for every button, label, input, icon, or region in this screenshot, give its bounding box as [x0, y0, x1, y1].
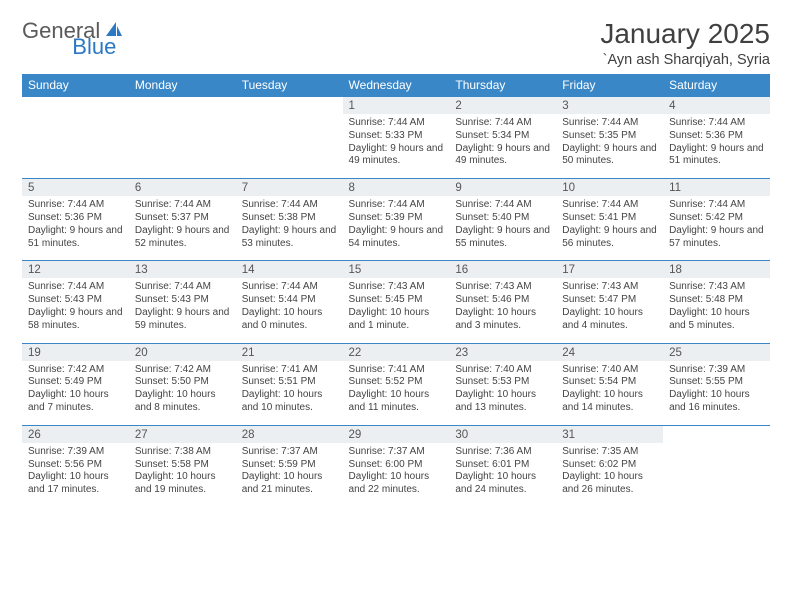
day-number-cell: 9	[449, 179, 556, 196]
day-detail-cell: Sunrise: 7:43 AMSunset: 5:47 PMDaylight:…	[556, 278, 663, 343]
day-detail-cell: Sunrise: 7:43 AMSunset: 5:48 PMDaylight:…	[663, 278, 770, 343]
day-detail-cell: Sunrise: 7:37 AMSunset: 5:59 PMDaylight:…	[236, 443, 343, 507]
day-detail-cell: Sunrise: 7:38 AMSunset: 5:58 PMDaylight:…	[129, 443, 236, 507]
day-number-row: 19202122232425	[22, 344, 770, 361]
day-detail-row: Sunrise: 7:42 AMSunset: 5:49 PMDaylight:…	[22, 361, 770, 426]
day-detail-cell	[236, 114, 343, 179]
day-number-cell: 16	[449, 261, 556, 278]
day-number-cell: 22	[343, 344, 450, 361]
day-detail-cell: Sunrise: 7:37 AMSunset: 6:00 PMDaylight:…	[343, 443, 450, 507]
dow-header: Tuesday	[236, 74, 343, 97]
day-number-cell: 24	[556, 344, 663, 361]
day-number-cell: 6	[129, 179, 236, 196]
day-detail-cell: Sunrise: 7:44 AMSunset: 5:44 PMDaylight:…	[236, 278, 343, 343]
day-number-cell	[663, 426, 770, 443]
dow-header: Saturday	[663, 74, 770, 97]
day-number-cell	[129, 97, 236, 114]
dow-header: Friday	[556, 74, 663, 97]
day-number-cell: 26	[22, 426, 129, 443]
dow-header: Wednesday	[343, 74, 450, 97]
day-number-cell: 20	[129, 344, 236, 361]
calendar-table: SundayMondayTuesdayWednesdayThursdayFrid…	[22, 74, 770, 507]
day-detail-cell: Sunrise: 7:39 AMSunset: 5:56 PMDaylight:…	[22, 443, 129, 507]
dow-header: Sunday	[22, 74, 129, 97]
day-number-cell: 3	[556, 97, 663, 114]
day-detail-cell: Sunrise: 7:35 AMSunset: 6:02 PMDaylight:…	[556, 443, 663, 507]
day-number-cell: 23	[449, 344, 556, 361]
day-detail-cell: Sunrise: 7:44 AMSunset: 5:36 PMDaylight:…	[22, 196, 129, 261]
day-detail-cell: Sunrise: 7:44 AMSunset: 5:34 PMDaylight:…	[449, 114, 556, 179]
day-detail-row: Sunrise: 7:44 AMSunset: 5:36 PMDaylight:…	[22, 196, 770, 261]
day-detail-cell: Sunrise: 7:42 AMSunset: 5:49 PMDaylight:…	[22, 361, 129, 426]
day-detail-cell: Sunrise: 7:44 AMSunset: 5:33 PMDaylight:…	[343, 114, 450, 179]
day-number-cell: 19	[22, 344, 129, 361]
day-detail-cell: Sunrise: 7:40 AMSunset: 5:54 PMDaylight:…	[556, 361, 663, 426]
day-detail-cell: Sunrise: 7:44 AMSunset: 5:43 PMDaylight:…	[22, 278, 129, 343]
day-number-cell: 27	[129, 426, 236, 443]
day-detail-cell: Sunrise: 7:42 AMSunset: 5:50 PMDaylight:…	[129, 361, 236, 426]
logo: General Blue	[22, 18, 172, 44]
header: General Blue January 2025 `Ayn ash Sharq…	[22, 18, 770, 68]
day-of-week-row: SundayMondayTuesdayWednesdayThursdayFrid…	[22, 74, 770, 97]
day-number-cell: 12	[22, 261, 129, 278]
day-detail-cell: Sunrise: 7:44 AMSunset: 5:40 PMDaylight:…	[449, 196, 556, 261]
day-number-row: 262728293031	[22, 426, 770, 443]
day-detail-row: Sunrise: 7:44 AMSunset: 5:43 PMDaylight:…	[22, 278, 770, 343]
day-detail-cell	[663, 443, 770, 507]
day-detail-cell: Sunrise: 7:44 AMSunset: 5:43 PMDaylight:…	[129, 278, 236, 343]
day-number-row: 1234	[22, 97, 770, 114]
day-detail-cell: Sunrise: 7:44 AMSunset: 5:41 PMDaylight:…	[556, 196, 663, 261]
day-number-cell	[22, 97, 129, 114]
day-detail-cell: Sunrise: 7:44 AMSunset: 5:38 PMDaylight:…	[236, 196, 343, 261]
day-number-cell: 11	[663, 179, 770, 196]
day-number-cell: 31	[556, 426, 663, 443]
day-number-cell: 7	[236, 179, 343, 196]
logo-text-blue: Blue	[72, 34, 116, 60]
dow-header: Monday	[129, 74, 236, 97]
day-number-cell: 13	[129, 261, 236, 278]
day-number-cell	[236, 97, 343, 114]
day-detail-cell: Sunrise: 7:40 AMSunset: 5:53 PMDaylight:…	[449, 361, 556, 426]
day-number-cell: 2	[449, 97, 556, 114]
day-detail-cell: Sunrise: 7:36 AMSunset: 6:01 PMDaylight:…	[449, 443, 556, 507]
day-number-cell: 18	[663, 261, 770, 278]
day-detail-row: Sunrise: 7:44 AMSunset: 5:33 PMDaylight:…	[22, 114, 770, 179]
day-number-cell: 8	[343, 179, 450, 196]
day-detail-row: Sunrise: 7:39 AMSunset: 5:56 PMDaylight:…	[22, 443, 770, 507]
day-number-row: 12131415161718	[22, 261, 770, 278]
day-number-cell: 5	[22, 179, 129, 196]
day-number-cell: 21	[236, 344, 343, 361]
day-detail-cell: Sunrise: 7:44 AMSunset: 5:42 PMDaylight:…	[663, 196, 770, 261]
month-title: January 2025	[600, 18, 770, 50]
day-detail-cell: Sunrise: 7:44 AMSunset: 5:36 PMDaylight:…	[663, 114, 770, 179]
day-detail-cell	[22, 114, 129, 179]
day-number-cell: 30	[449, 426, 556, 443]
day-number-cell: 10	[556, 179, 663, 196]
day-number-cell: 25	[663, 344, 770, 361]
day-detail-cell: Sunrise: 7:43 AMSunset: 5:46 PMDaylight:…	[449, 278, 556, 343]
day-number-cell: 17	[556, 261, 663, 278]
day-number-cell: 15	[343, 261, 450, 278]
title-block: January 2025 `Ayn ash Sharqiyah, Syria	[600, 18, 770, 68]
day-number-cell: 4	[663, 97, 770, 114]
day-number-row: 567891011	[22, 179, 770, 196]
day-number-cell: 1	[343, 97, 450, 114]
day-number-cell: 29	[343, 426, 450, 443]
day-number-cell: 28	[236, 426, 343, 443]
day-detail-cell: Sunrise: 7:44 AMSunset: 5:35 PMDaylight:…	[556, 114, 663, 179]
day-number-cell: 14	[236, 261, 343, 278]
day-detail-cell: Sunrise: 7:39 AMSunset: 5:55 PMDaylight:…	[663, 361, 770, 426]
day-detail-cell: Sunrise: 7:41 AMSunset: 5:51 PMDaylight:…	[236, 361, 343, 426]
dow-header: Thursday	[449, 74, 556, 97]
day-detail-cell	[129, 114, 236, 179]
location-text: `Ayn ash Sharqiyah, Syria	[600, 52, 770, 68]
day-detail-cell: Sunrise: 7:41 AMSunset: 5:52 PMDaylight:…	[343, 361, 450, 426]
day-detail-cell: Sunrise: 7:43 AMSunset: 5:45 PMDaylight:…	[343, 278, 450, 343]
day-detail-cell: Sunrise: 7:44 AMSunset: 5:39 PMDaylight:…	[343, 196, 450, 261]
day-detail-cell: Sunrise: 7:44 AMSunset: 5:37 PMDaylight:…	[129, 196, 236, 261]
